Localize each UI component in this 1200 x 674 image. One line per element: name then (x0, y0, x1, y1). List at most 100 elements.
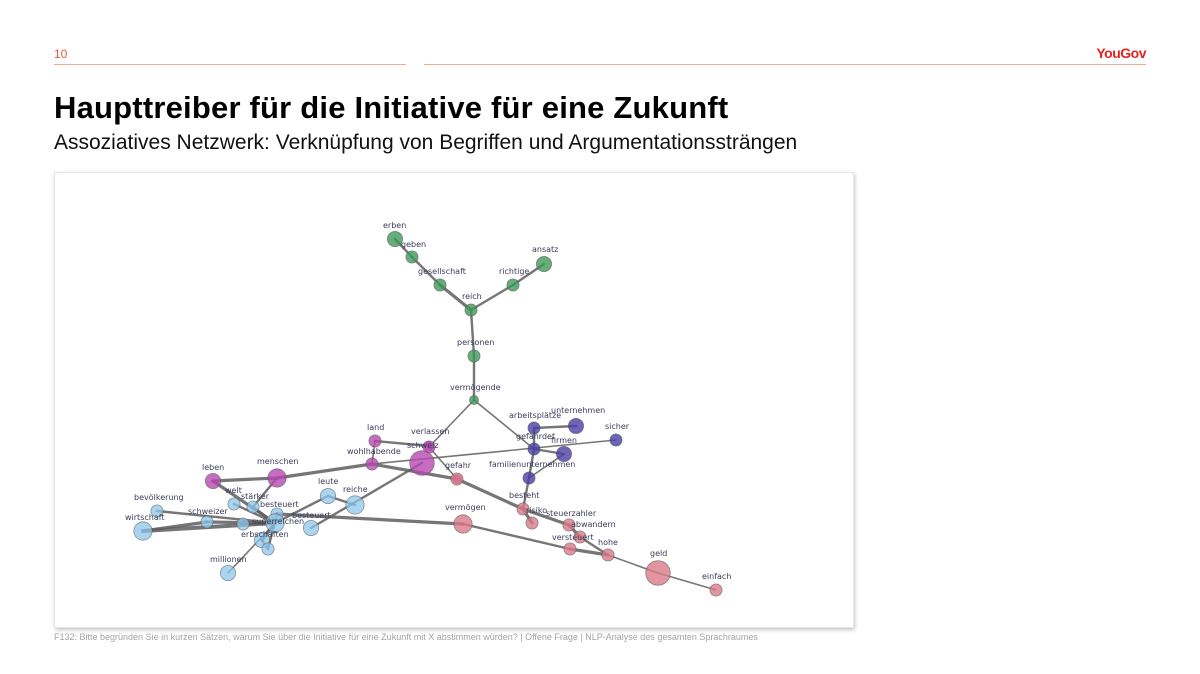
node-welt[interactable] (227, 497, 241, 511)
node-label-welt: welt (225, 486, 242, 495)
node-label-besteht: besteht (509, 491, 539, 500)
edge-besteht-steuerzahler (521, 507, 571, 527)
node-wohlhabende[interactable] (365, 457, 379, 471)
node-label-leben: leben (202, 463, 224, 472)
node-reich[interactable] (464, 303, 478, 317)
node-label-ansatz: ansatz (532, 245, 558, 254)
nodes-layer (133, 230, 723, 597)
node-wirtschaft[interactable] (133, 521, 153, 541)
page-title: Haupttreiber für die Initiative für eine… (54, 90, 729, 125)
node-label-gesellschaft: gesellschaft (418, 267, 466, 276)
node-staerker[interactable] (246, 500, 260, 514)
node-besteuert_b[interactable] (302, 519, 320, 537)
node-label-land: land (367, 423, 384, 432)
node-geld[interactable] (645, 560, 671, 586)
node-label-menschen: menschen (257, 457, 298, 466)
node-label-schweiz: schweiz (407, 441, 439, 450)
node-label-verlassen: verlassen (411, 427, 449, 436)
node-sicher[interactable] (609, 433, 623, 447)
node-label-reich: reich (462, 292, 482, 301)
association-network: erben geben ansatz gesellschaft richtige reic… (125, 221, 731, 597)
node-schweiz_hub[interactable] (409, 450, 435, 476)
node-label-versteuert: versteuert (552, 533, 594, 542)
footnote: F132: Bitte begründen Sie in kurzen Sätz… (54, 632, 758, 642)
node-superreichen_b[interactable] (236, 517, 250, 531)
node-label-wohlhabende: wohlhabende (347, 447, 401, 456)
header-rule-right (424, 64, 1146, 65)
node-vermoegende[interactable] (469, 395, 479, 405)
node-familienunternehmen[interactable] (522, 471, 536, 485)
node-land[interactable] (368, 434, 382, 448)
node-label-arbeitsplaetze: arbeitsplätze (509, 411, 561, 420)
node-abwandern[interactable] (573, 530, 587, 544)
node-millionen[interactable] (219, 564, 237, 582)
node-leben[interactable] (204, 472, 222, 490)
node-label-personen: personen (457, 338, 494, 347)
edge-reich-personen (469, 308, 476, 358)
node-label-reiche: reiche (343, 485, 368, 494)
node-label-staerker: stärker (241, 492, 270, 501)
node-personen[interactable] (467, 349, 481, 363)
node-unternehmen[interactable] (567, 417, 585, 435)
page-number: 10 (54, 47, 68, 61)
node-label-vermoegen: vermögen (445, 503, 486, 512)
node-risiko[interactable] (525, 516, 539, 530)
node-label-schweizer: schweizer (188, 507, 228, 516)
edge-vermoegende-gefaehrdet (473, 399, 535, 450)
node-erbschaften_b[interactable] (261, 542, 275, 556)
page-subtitle: Assoziatives Netzwerk: Verknüpfung von B… (54, 131, 798, 154)
node-label-risiko: risiko (526, 506, 547, 515)
node-label-gefahr: gefahr (445, 461, 472, 470)
edge-superreichen-millionen (227, 522, 276, 574)
node-label-vermoegende: vermögende (450, 383, 501, 392)
node-label-einfach: einfach (702, 572, 731, 581)
node-vermoegen[interactable] (453, 514, 473, 534)
node-arbeitsplaetze[interactable] (527, 421, 541, 435)
node-schweizer[interactable] (200, 515, 214, 529)
node-label-erben: erben (383, 221, 406, 230)
node-label-richtige: richtige (499, 267, 529, 276)
edge-menschen-leben (211, 476, 279, 483)
edge-vermoegende-schweiz (428, 399, 475, 448)
node-menschen[interactable] (267, 468, 287, 488)
edge-leute-superreichen (273, 494, 330, 525)
node-steuerzahler[interactable] (562, 518, 576, 532)
node-besteht[interactable] (516, 502, 530, 516)
node-label-millionen: millionen (210, 555, 247, 564)
node-label-geld: geld (650, 549, 667, 558)
node-label-sicher: sicher (605, 422, 630, 431)
node-gesellschaft[interactable] (433, 278, 447, 292)
node-label-geben: geben (401, 240, 426, 249)
node-geben[interactable] (405, 250, 419, 264)
node-hohe[interactable] (601, 548, 615, 562)
node-ansatz[interactable] (535, 255, 553, 273)
node-gefaehrdet[interactable] (527, 442, 541, 456)
node-firmen[interactable] (555, 445, 573, 463)
node-versteuert[interactable] (563, 542, 577, 556)
node-label-abwandern: abwandern (571, 520, 616, 529)
node-leute[interactable] (319, 487, 337, 505)
yougov-logo: YouGov (1096, 45, 1146, 61)
edge-vermoegen-versteuert (461, 522, 572, 551)
labels-layer: erben geben ansatz gesellschaft richtige reic… (125, 221, 731, 581)
node-einfach[interactable] (709, 583, 723, 597)
edge-wohlhabende-menschen (275, 462, 374, 480)
network-panel: erben geben ansatz gesellschaft richtige reic… (54, 172, 854, 628)
node-superreichen[interactable] (265, 513, 285, 533)
node-label-superreichen: superreichen (252, 517, 304, 526)
node-label-wirtschaft: wirtschaft (125, 513, 165, 522)
node-label-leute: leute (318, 477, 338, 486)
header-rule-left (54, 64, 406, 65)
edges-layer (141, 237, 717, 591)
node-erben[interactable] (386, 230, 404, 248)
node-label-gefaehrdet: gefährdet (516, 432, 555, 441)
node-richtige[interactable] (506, 278, 520, 292)
node-bevoelkerung[interactable] (150, 504, 164, 518)
node-reiche[interactable] (345, 495, 365, 515)
node-label-steuerzahler: steuerzahler (546, 509, 597, 518)
node-label-unternehmen: unternehmen (551, 406, 605, 415)
edge-vermoegen-besteuert_a (275, 512, 465, 526)
node-label-familienunternehmen: familienunternehmen (489, 460, 575, 469)
node-gefahr_red[interactable] (450, 472, 464, 486)
edge-gefahr_red-besteht (455, 477, 525, 511)
